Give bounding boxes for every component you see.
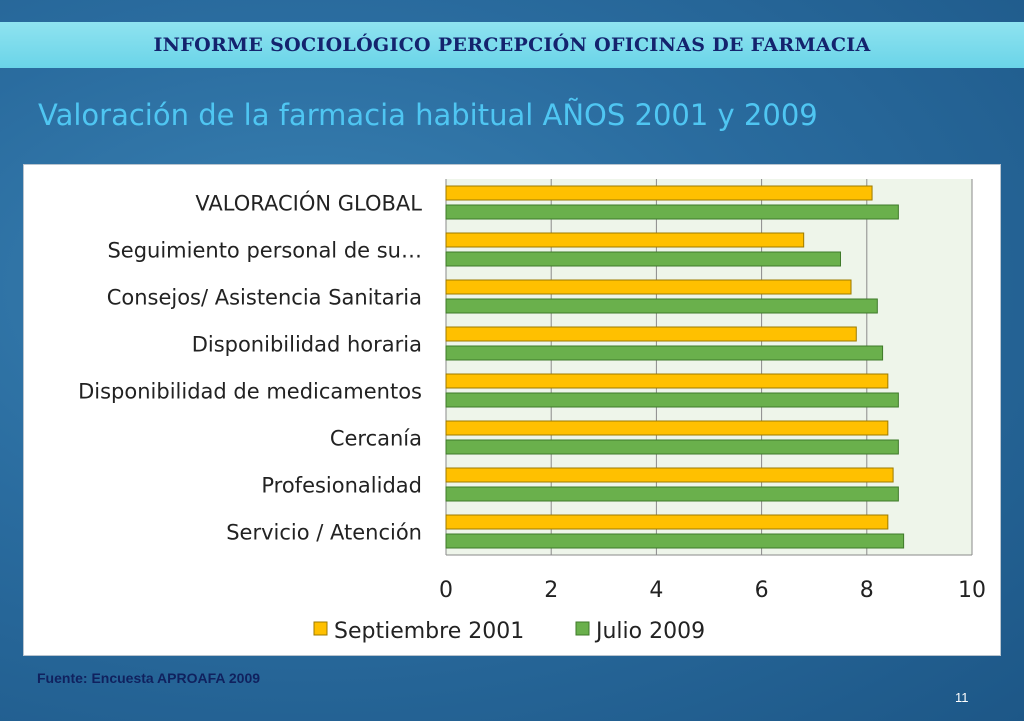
x-tick-label: 2 (544, 578, 558, 603)
source-note: Fuente: Encuesta APROAFA 2009 (37, 670, 261, 686)
legend-swatch (575, 621, 590, 636)
category-label: Disponibilidad horaria (192, 333, 422, 357)
header-banner: INFORME SOCIOLÓGICO PERCEPCIÓN OFICINAS … (0, 22, 1024, 68)
category-label: Seguimiento personal de su… (107, 239, 422, 263)
legend-label: Julio 2009 (594, 619, 705, 644)
category-label: Cercanía (330, 427, 422, 451)
page-number: 11 (955, 690, 969, 705)
bar-jul-2009 (445, 298, 878, 314)
legend-swatch (313, 621, 328, 636)
slide-subtitle: Valoración de la farmacia habitual AÑOS … (38, 98, 818, 132)
bar-jul-2009 (445, 345, 884, 361)
bar-jul-2009 (445, 251, 841, 267)
header-title: INFORME SOCIOLÓGICO PERCEPCIÓN OFICINAS … (153, 34, 871, 56)
x-tick-label: 10 (958, 578, 986, 603)
chart-panel: VALORACIÓN GLOBAL Seguimiento personal de… (23, 164, 1001, 656)
bar-sep-2001 (445, 420, 889, 436)
bar-jul-2009 (445, 533, 905, 549)
bar-jul-2009 (445, 486, 899, 502)
bar-jul-2009 (445, 204, 899, 220)
bar-chart: VALORACIÓN GLOBAL Seguimiento personal de… (78, 179, 986, 644)
bar-sep-2001 (445, 326, 857, 342)
x-tick-label: 6 (755, 578, 769, 603)
bar-sep-2001 (445, 514, 889, 530)
bar-jul-2009 (445, 439, 899, 455)
bar-sep-2001 (445, 467, 894, 483)
bar-jul-2009 (445, 392, 899, 408)
x-tick-label: 4 (649, 578, 663, 603)
bar-sep-2001 (445, 232, 805, 248)
category-label: Profesionalidad (261, 474, 422, 498)
x-tick-label: 8 (860, 578, 874, 603)
category-label: Servicio / Atención (226, 521, 422, 545)
category-label: Consejos/ Asistencia Sanitaria (107, 286, 422, 310)
category-label: Disponibilidad de medicamentos (78, 380, 422, 404)
bar-sep-2001 (445, 279, 852, 295)
bar-sep-2001 (445, 185, 873, 201)
category-label: VALORACIÓN GLOBAL (195, 191, 422, 216)
x-tick-label: 0 (439, 578, 453, 603)
legend-label: Septiembre 2001 (334, 619, 524, 644)
bar-sep-2001 (445, 373, 889, 389)
